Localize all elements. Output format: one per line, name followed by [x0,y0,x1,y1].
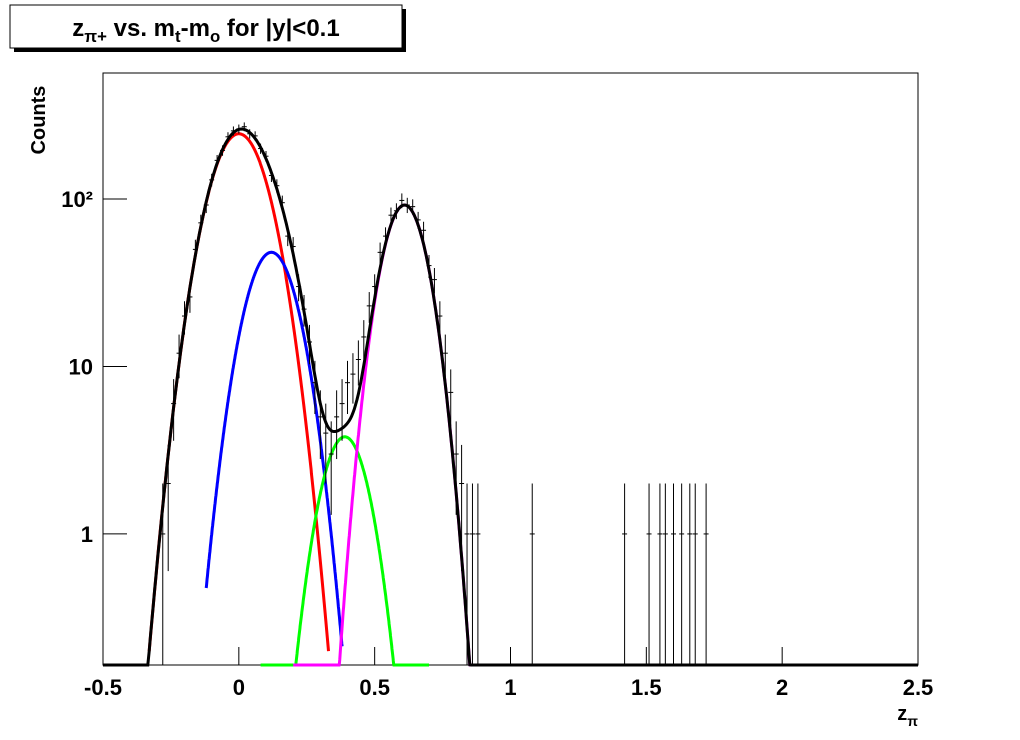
data-point [662,483,668,665]
data-point [448,369,454,427]
data-point [442,334,448,379]
data-point [410,199,416,215]
text-part: π [907,713,918,729]
data-point [679,483,685,665]
data-point [657,483,663,665]
data-point [296,274,302,302]
data-point [339,379,345,441]
frame [102,72,919,666]
data-point [469,483,475,665]
data-point [399,193,405,209]
data-point [377,242,383,264]
data-point [328,421,334,515]
y-tick-label: 10 [69,354,93,379]
data-point [355,340,361,386]
data-point [393,203,399,220]
text-part: vs. m [107,15,175,42]
x-tick-label: 2 [776,675,788,700]
data-point [203,197,209,214]
data-point [176,334,182,379]
data-point [198,214,204,232]
data-point [459,444,465,572]
data-point [225,132,231,142]
text-part: z [72,15,84,42]
text-part: for |y|<0.1 [220,15,339,42]
text-part: -m [181,15,210,42]
title-box [9,4,403,49]
data-point [182,301,187,335]
data-point [692,483,698,665]
data-point [258,143,264,154]
data-point [372,274,378,302]
data-point [301,295,307,327]
text-part: t [175,27,181,46]
data-point [214,155,220,167]
data-point [263,150,269,162]
data-point [285,227,291,247]
data-point [622,483,628,665]
x-tick-label: -0.5 [84,675,122,700]
data-point [192,239,198,261]
data-point [345,360,350,415]
data-point [312,360,318,415]
x-tick-label: 1 [504,675,516,700]
data-point [247,129,253,139]
data-point [415,211,421,229]
data-point [268,169,274,182]
data-point [366,292,372,323]
data-point [252,131,258,141]
y-tick-label: 1 [81,522,93,547]
x-tick-label: 0.5 [359,675,390,700]
data-point [334,390,340,460]
data-point [687,483,693,665]
data-point [317,390,323,460]
data-point [703,483,709,665]
data-point [274,179,280,193]
data-point [290,237,296,258]
x-tick-label: 0 [233,675,245,700]
y-axis-label: Counts [28,86,50,155]
data-point [165,444,171,572]
data-point [464,483,470,665]
data-point [431,268,437,294]
data-point [306,324,312,365]
data-point [279,195,285,211]
fit-curve [204,250,344,647]
x-tick-label: 2.5 [903,675,934,700]
data-point [529,483,535,665]
data-point [361,320,367,359]
y-tick-label: 10² [61,187,93,212]
data-point [160,483,166,665]
data-point [236,124,242,134]
data-point [220,145,226,156]
data-point [437,301,443,335]
chart-title: zπ+ vs. mt-mo for |y|<0.1 [72,15,339,46]
text-part: z [897,703,907,725]
data-point [230,126,236,136]
x-tick-label: 1.5 [631,675,662,700]
data-point [671,483,676,665]
data-point [453,421,459,515]
data-point [350,353,356,404]
data-point [171,379,177,441]
data-point [209,173,215,187]
data-point [475,483,481,665]
text-part: π+ [84,27,107,46]
data-point [383,227,389,247]
data-point [404,197,410,214]
data-point [187,283,193,313]
x-axis-label: zπ [897,703,918,729]
data-point [241,122,247,132]
fit-curve [260,435,429,667]
data-point [646,483,652,665]
data-point [426,254,432,279]
data-point [388,207,394,224]
text-part: o [210,27,220,46]
data-point [421,221,427,240]
data-point [323,403,329,484]
